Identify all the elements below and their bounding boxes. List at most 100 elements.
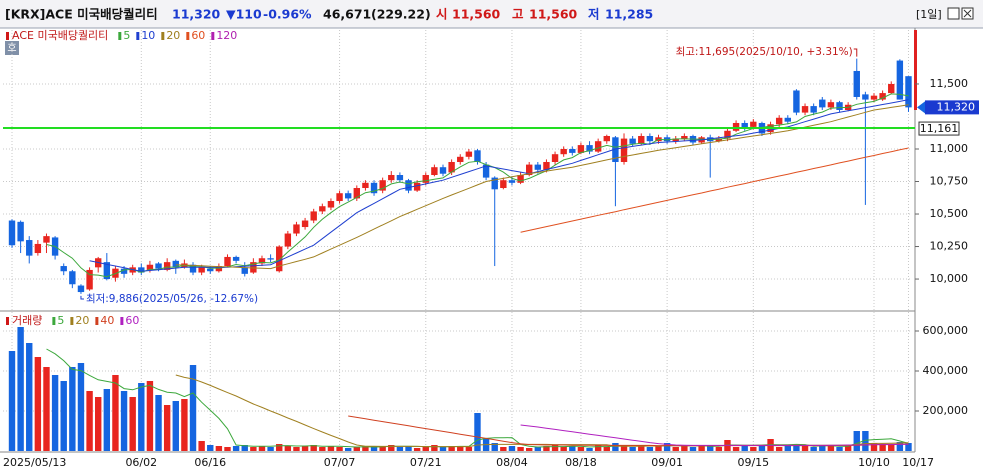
volume-bar — [715, 447, 723, 451]
candle-body — [560, 148, 567, 155]
legend-swatch — [52, 317, 56, 325]
volume-bar — [241, 445, 248, 451]
candle-body — [120, 268, 128, 274]
volume-bar — [526, 448, 533, 451]
volume-bar — [801, 446, 809, 451]
change: ▼110 — [226, 7, 262, 22]
x-tick-label: 07/07 — [324, 456, 356, 469]
volume-bar — [784, 446, 791, 451]
y-tick-label: 400,000 — [923, 364, 969, 377]
period-selector[interactable]: [1일] — [916, 7, 942, 21]
volume-bar — [870, 443, 878, 451]
last-price-box — [925, 100, 979, 115]
candle-body — [215, 266, 223, 272]
candle-body — [17, 221, 24, 242]
volume-bar — [129, 397, 136, 451]
candle-body — [69, 271, 76, 285]
volume-bar — [879, 445, 886, 451]
candle-body — [543, 162, 550, 170]
candle-body — [465, 151, 473, 157]
candle-body — [534, 164, 542, 170]
candle-body — [284, 233, 292, 247]
open-label: 시 — [436, 7, 448, 22]
candle-body — [60, 266, 67, 272]
volume-bar — [517, 447, 524, 451]
x-tick-label: 2025/05/13 — [3, 456, 66, 469]
volume-bar — [500, 447, 507, 451]
candle-body — [327, 201, 335, 208]
volume-bar — [431, 445, 438, 451]
header-bar — [0, 0, 983, 28]
volume-bar — [405, 446, 412, 451]
candle-body — [517, 175, 524, 183]
volume-bar — [8, 351, 16, 451]
volume-bar — [594, 445, 602, 451]
volume-bar — [344, 448, 352, 451]
volume-bar — [732, 447, 740, 451]
candle-body — [603, 135, 610, 142]
candle-body — [586, 145, 593, 152]
volume: 46,671 — [323, 7, 371, 22]
volume-average-line — [520, 424, 909, 446]
volume-bar — [689, 447, 697, 451]
volume-bar — [146, 381, 154, 451]
candle-body — [672, 138, 679, 142]
volume-bar — [388, 445, 395, 451]
candle-body — [526, 164, 533, 176]
volume-bar — [413, 448, 421, 451]
volume-bar — [112, 375, 119, 451]
volume-bar — [422, 447, 429, 451]
min-pointer — [80, 295, 84, 300]
volume-bar — [43, 367, 50, 451]
candle-body — [103, 262, 111, 280]
candle-body — [163, 262, 171, 270]
volume-bar — [827, 446, 835, 451]
candle-body — [551, 154, 559, 163]
volume-bar — [370, 447, 378, 451]
volume-bar — [844, 446, 852, 451]
volume-bar — [862, 431, 869, 451]
last-price-label: 11,320 — [937, 100, 976, 113]
low-value: 11,285 — [605, 7, 653, 22]
x-tick-label: 10/10 — [858, 456, 890, 469]
volume-bar — [232, 446, 240, 451]
volume-bar — [189, 365, 197, 451]
candle-body — [26, 240, 33, 256]
moving-average-line — [46, 93, 909, 278]
volume-bar — [207, 445, 214, 451]
volume-bar — [698, 445, 705, 451]
candle-body — [620, 138, 628, 163]
restore-button[interactable] — [947, 7, 960, 20]
min-annotation: 최저:9,886(2025/05/26, -12.67%) — [86, 293, 258, 305]
legend-label: 120 — [216, 29, 237, 42]
candle-body — [267, 258, 274, 260]
candle-body — [741, 122, 748, 129]
candle-body — [232, 256, 240, 261]
legend-label: 40 — [100, 314, 114, 327]
candle-body — [896, 60, 904, 100]
volume-bar — [465, 447, 473, 451]
x-tick-label: 10/17 — [902, 456, 934, 469]
candle-body — [715, 138, 723, 142]
volume-bar — [215, 446, 223, 451]
volume-bar — [750, 447, 757, 451]
max-annotation: 최고:11,695(2025/10/10, +3.31%) — [676, 46, 853, 58]
x-tick-label: 07/21 — [410, 456, 442, 469]
y-tick-label: 10,250 — [930, 240, 969, 253]
candle-body — [388, 175, 395, 181]
candle-body — [77, 285, 85, 293]
volume-bar — [543, 446, 550, 451]
y-tick-label: 11,500 — [930, 77, 969, 90]
candle-body — [34, 243, 42, 254]
y-tick-label: 200,000 — [923, 404, 969, 417]
volume-bar — [336, 447, 343, 451]
volume-bar — [155, 395, 162, 451]
candle-body — [853, 70, 860, 97]
volume-bar — [707, 446, 714, 451]
x-tick-label: 09/01 — [651, 456, 683, 469]
candle-body — [301, 220, 309, 228]
candle-body — [775, 117, 783, 125]
candle-body — [224, 256, 231, 267]
volume-bar — [17, 327, 24, 451]
volume-bar — [672, 447, 679, 451]
